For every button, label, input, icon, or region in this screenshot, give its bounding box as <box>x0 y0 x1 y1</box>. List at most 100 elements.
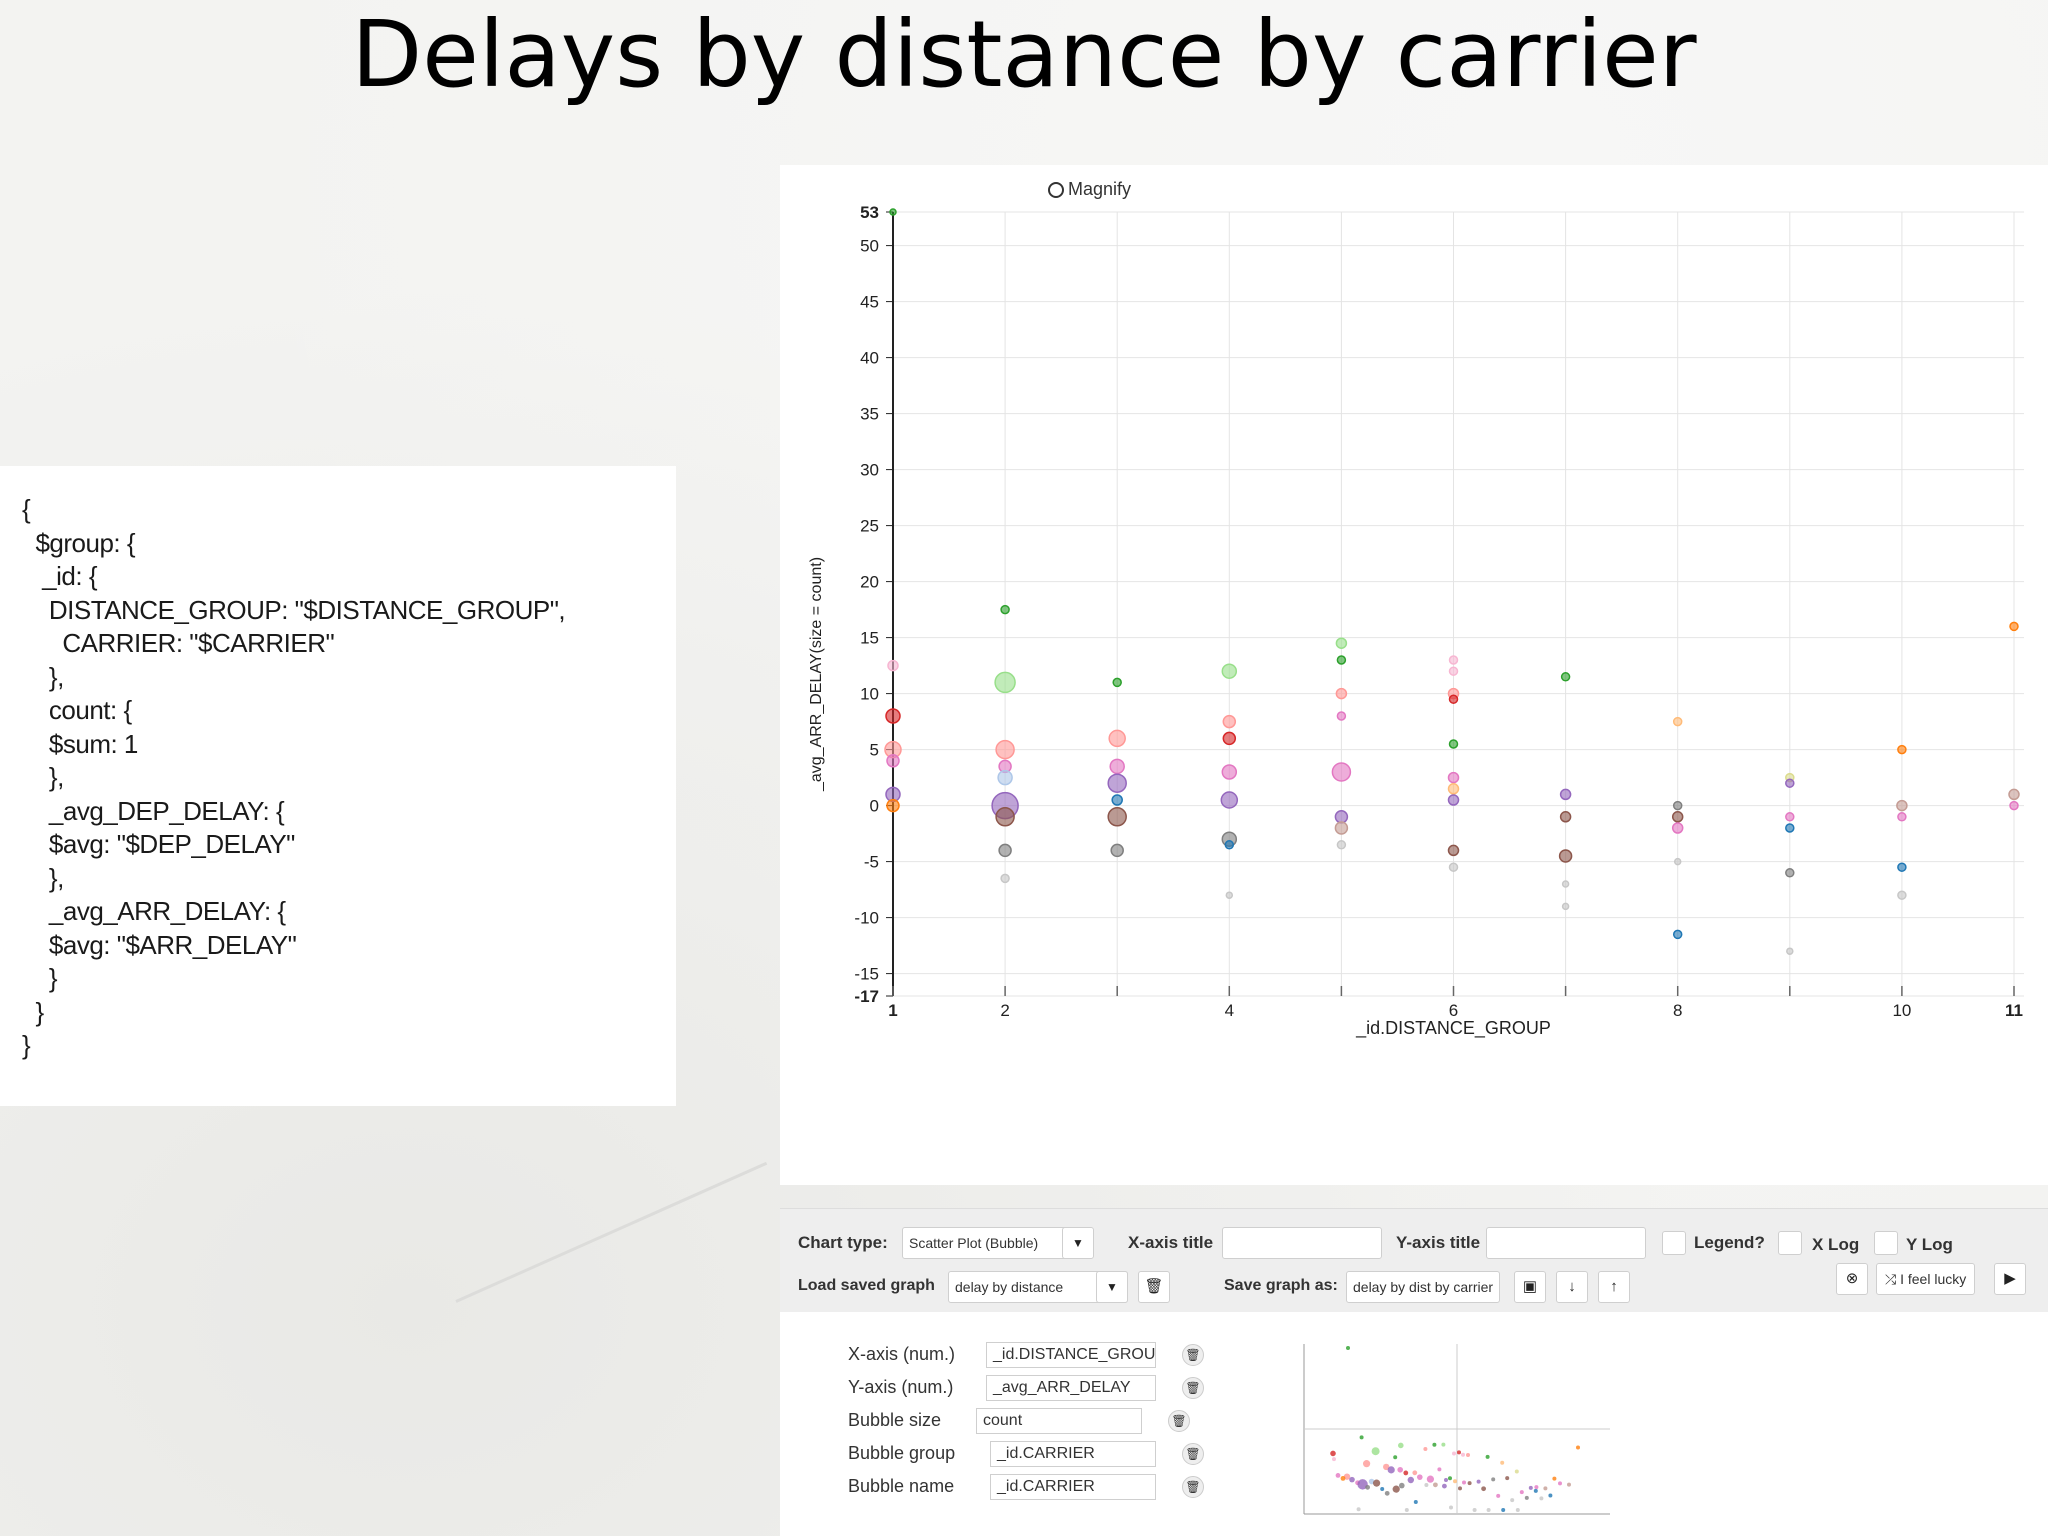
data-point[interactable] <box>1447 783 1460 795</box>
remove-field-icon[interactable]: 🗑 <box>1182 1443 1204 1465</box>
data-point[interactable] <box>1447 794 1460 806</box>
data-point[interactable] <box>1448 739 1459 749</box>
mapping-field-input[interactable]: _id.CARRIER <box>990 1441 1156 1467</box>
data-point[interactable] <box>1785 778 1795 788</box>
data-point[interactable] <box>1110 843 1124 858</box>
upload-arrow-icon[interactable]: ↑ <box>1598 1271 1630 1303</box>
data-point[interactable] <box>1447 844 1460 857</box>
data-point[interactable] <box>886 754 900 768</box>
data-point[interactable] <box>1559 811 1572 823</box>
data-point[interactable] <box>1336 655 1347 665</box>
data-point[interactable] <box>886 798 900 813</box>
data-point[interactable] <box>2009 800 2019 811</box>
data-point[interactable] <box>1334 810 1349 824</box>
mapping-field-input[interactable]: _id.CARRIER <box>990 1474 1156 1500</box>
data-point[interactable] <box>995 807 1015 827</box>
chart-type-dropdown-icon[interactable]: ▼ <box>1062 1227 1094 1259</box>
data-point[interactable] <box>1561 902 1570 911</box>
data-point[interactable] <box>1334 821 1349 835</box>
mapping-field-input[interactable]: _avg_ARR_DELAY <box>986 1375 1156 1401</box>
data-point[interactable] <box>1671 811 1684 823</box>
data-point[interactable] <box>1897 890 1907 900</box>
data-point[interactable] <box>885 708 901 724</box>
mapping-field-input[interactable]: count <box>976 1408 1142 1434</box>
data-point[interactable] <box>1225 891 1234 899</box>
remove-field-icon[interactable]: 🗑 <box>1182 1344 1204 1366</box>
data-point[interactable] <box>2008 788 2020 801</box>
y-tick-label: 35 <box>860 405 879 424</box>
save-as-input[interactable]: delay by dist by carrier <box>1346 1271 1500 1303</box>
data-point[interactable] <box>1331 762 1352 782</box>
data-point[interactable] <box>1000 604 1010 615</box>
xaxis-title-input[interactable] <box>1222 1227 1382 1259</box>
data-point[interactable] <box>1786 947 1794 955</box>
mapping-field-input[interactable]: _id.DISTANCE_GROUI <box>986 1342 1156 1368</box>
data-point[interactable] <box>1672 800 1683 811</box>
download-arrow-icon[interactable]: ↓ <box>1556 1271 1588 1303</box>
data-point[interactable] <box>1336 840 1347 850</box>
data-point[interactable] <box>887 659 899 672</box>
data-point[interactable] <box>1335 637 1348 649</box>
data-point[interactable] <box>1112 677 1122 688</box>
feel-lucky-button[interactable]: ⤮ I feel lucky <box>1876 1263 1976 1295</box>
data-point[interactable] <box>997 769 1013 786</box>
data-point[interactable] <box>1673 857 1682 866</box>
data-point[interactable] <box>1222 714 1237 729</box>
magnify-toggle[interactable]: Magnify <box>1048 179 1131 200</box>
data-point[interactable] <box>1671 822 1684 834</box>
data-point[interactable] <box>1447 771 1460 784</box>
ylog-checkbox[interactable] <box>1874 1231 1898 1255</box>
data-point[interactable] <box>1559 788 1572 801</box>
data-point[interactable] <box>1107 807 1127 827</box>
data-point[interactable] <box>1221 663 1238 679</box>
data-point[interactable] <box>1448 666 1459 676</box>
yaxis-title-input[interactable] <box>1486 1227 1646 1259</box>
data-point[interactable] <box>1785 823 1795 833</box>
data-point[interactable] <box>995 739 1015 760</box>
remove-field-icon[interactable]: 🗑 <box>1168 1410 1190 1432</box>
data-point[interactable] <box>1224 840 1235 850</box>
data-point[interactable] <box>1448 694 1459 704</box>
y-tick-label: 25 <box>860 517 879 536</box>
data-point[interactable] <box>994 671 1016 694</box>
data-point[interactable] <box>1785 812 1795 822</box>
code-line: }, <box>22 862 64 893</box>
data-point[interactable] <box>1336 711 1347 721</box>
data-point[interactable] <box>1897 744 1907 755</box>
data-point[interactable] <box>1220 791 1239 809</box>
data-point[interactable] <box>1335 687 1348 700</box>
data-point[interactable] <box>1448 655 1459 665</box>
data-point[interactable] <box>1672 716 1683 727</box>
data-point[interactable] <box>1222 731 1237 746</box>
magnify-radio-icon[interactable] <box>1048 181 1064 198</box>
data-point[interactable] <box>1111 794 1123 806</box>
data-point[interactable] <box>2009 621 2019 632</box>
data-point[interactable] <box>1897 862 1907 872</box>
data-point[interactable] <box>1221 764 1238 780</box>
data-point[interactable] <box>1785 868 1795 878</box>
load-saved-dropdown-icon[interactable]: ▼ <box>1096 1271 1128 1303</box>
data-point[interactable] <box>1897 812 1907 822</box>
data-point[interactable] <box>1558 849 1573 863</box>
xlog-checkbox[interactable] <box>1778 1231 1802 1255</box>
data-point[interactable] <box>889 208 897 216</box>
data-point[interactable] <box>998 843 1012 858</box>
data-point[interactable] <box>1109 758 1125 775</box>
data-point[interactable] <box>1561 880 1570 888</box>
data-point[interactable] <box>1448 862 1459 872</box>
data-point[interactable] <box>1107 773 1127 793</box>
chart-type-select[interactable]: Scatter Plot (Bubble) <box>902 1227 1092 1259</box>
data-point[interactable] <box>1000 873 1010 884</box>
delete-saved-icon[interactable]: 🗑 <box>1138 1271 1170 1303</box>
remove-field-icon[interactable]: 🗑 <box>1182 1476 1204 1498</box>
data-point[interactable] <box>1896 799 1908 812</box>
save-disk-icon[interactable]: ▣ <box>1514 1271 1546 1303</box>
data-point[interactable] <box>1672 929 1683 940</box>
remove-field-icon[interactable]: 🗑 <box>1182 1377 1204 1399</box>
clear-icon[interactable]: ⊗ <box>1836 1263 1868 1295</box>
play-icon[interactable]: ▶ <box>1994 1263 2026 1295</box>
legend-checkbox[interactable] <box>1662 1231 1686 1255</box>
data-point[interactable] <box>1108 729 1126 748</box>
data-point[interactable] <box>1560 672 1571 682</box>
